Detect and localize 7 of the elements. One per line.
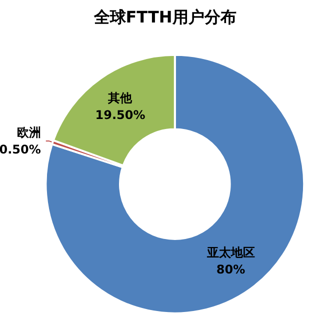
data-label: 19.50% xyxy=(95,108,146,122)
chart-title: 全球FTTH用户分布 xyxy=(92,8,236,26)
slice-label: 亚太地区 xyxy=(206,246,255,260)
slice-label: 欧洲 xyxy=(16,125,41,140)
data-label: 0.50% xyxy=(0,142,41,156)
slice-label: 其他 xyxy=(107,90,134,105)
data-label: 80% xyxy=(216,262,246,277)
